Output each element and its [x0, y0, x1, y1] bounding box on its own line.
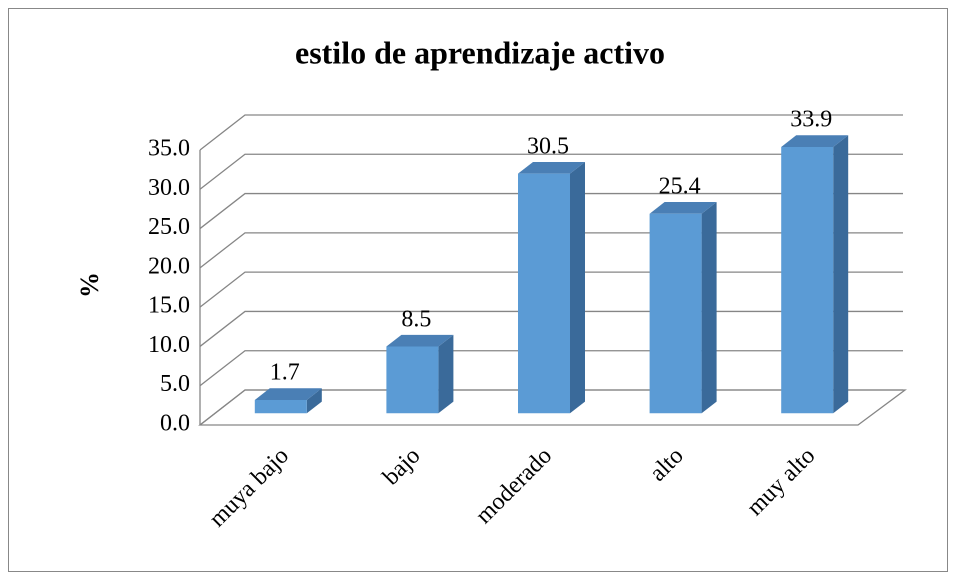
- bar-front: [254, 399, 307, 414]
- data-label: 8.5: [401, 306, 431, 332]
- y-tick-label: 35.0: [148, 136, 190, 162]
- bar-side: [306, 388, 322, 414]
- bar: [254, 388, 322, 414]
- grid-line: [199, 114, 903, 151]
- data-label: 25.4: [659, 174, 701, 200]
- y-tick-label: 0.0: [160, 411, 190, 437]
- bar: [649, 202, 717, 414]
- chart-title: estilo de aprendizaje activo: [295, 34, 665, 70]
- bar-side: [701, 202, 717, 414]
- bar: [781, 135, 849, 414]
- bar-front: [518, 173, 570, 414]
- y-tick-label: 25.0: [148, 214, 190, 240]
- bar: [518, 161, 585, 414]
- grid-line: [199, 153, 903, 190]
- data-label: 1.7: [270, 360, 300, 386]
- data-label: 30.5: [527, 133, 569, 159]
- grid-line: [199, 192, 903, 230]
- y-tick-label: 20.0: [148, 253, 190, 279]
- bar-front: [649, 213, 702, 414]
- y-tick-label: 10.0: [148, 332, 190, 358]
- bar-side: [833, 135, 849, 414]
- y-axis-label: %: [75, 272, 104, 298]
- data-label: 33.9: [790, 107, 832, 133]
- bar-top: [518, 161, 585, 174]
- bar-front: [386, 346, 439, 414]
- bar-side: [438, 334, 454, 414]
- y-tick-label: 5.0: [160, 371, 190, 397]
- bar-top: [386, 334, 454, 347]
- bar-front: [781, 146, 834, 414]
- y-tick-label: 30.0: [148, 175, 190, 201]
- bar-top: [254, 388, 322, 400]
- bar-top: [649, 202, 717, 214]
- bar-side: [570, 161, 585, 414]
- bar-top: [781, 135, 849, 147]
- y-tick-label: 15.0: [148, 293, 190, 319]
- bar: [386, 334, 454, 414]
